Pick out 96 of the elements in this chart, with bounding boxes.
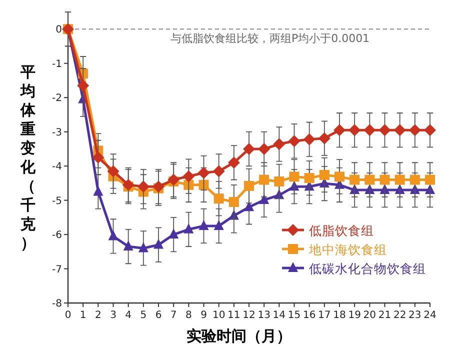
point xyxy=(259,194,270,204)
point xyxy=(380,184,390,194)
y-tick-label: 0 xyxy=(56,24,62,36)
point xyxy=(274,176,284,186)
x-tick-label: 6 xyxy=(155,310,162,321)
x-tick-label: 7 xyxy=(170,310,177,321)
x-tick-label: 17 xyxy=(318,310,331,321)
y-tick-label: -6 xyxy=(52,230,62,242)
legend-label: 低碳水化合物饮食组 xyxy=(309,261,426,276)
annotation: 与低脂饮食组比较，两组P均小于0.0001 xyxy=(170,32,370,45)
x-tick-label: 13 xyxy=(258,310,270,321)
point xyxy=(152,180,164,193)
x-tick-label: 3 xyxy=(110,310,116,321)
legend-低碳水化合物饮食组: 低碳水化合物饮食组 xyxy=(282,261,426,276)
point xyxy=(154,238,164,249)
y-tick-label: -3 xyxy=(52,127,62,138)
point xyxy=(214,194,224,204)
x-tick-label: 18 xyxy=(333,310,346,321)
x-tick-label: 15 xyxy=(288,310,301,321)
point xyxy=(212,165,225,178)
x-tick-label: 12 xyxy=(242,310,256,321)
point xyxy=(410,174,420,185)
point xyxy=(123,240,134,251)
x-tick-label: 0 xyxy=(64,310,72,321)
y-tick-label: -5 xyxy=(52,196,62,207)
legend-label: 低脂饮食组 xyxy=(309,223,374,238)
x-tick-label: 21 xyxy=(378,310,392,321)
x-tick-label: 5 xyxy=(140,310,147,321)
x-tick-label: 20 xyxy=(363,310,376,321)
point xyxy=(228,197,239,208)
point xyxy=(394,174,405,185)
point xyxy=(184,223,194,234)
point xyxy=(168,228,179,239)
point xyxy=(244,180,254,191)
point xyxy=(348,124,361,136)
x-tick-label: 8 xyxy=(185,310,192,321)
point xyxy=(334,124,346,136)
point xyxy=(408,124,421,136)
point xyxy=(108,230,118,240)
x-tick-label: 2 xyxy=(94,310,102,321)
y-tick-label: -8 xyxy=(52,298,62,310)
point xyxy=(289,180,300,191)
x-tick-label: 16 xyxy=(302,310,316,321)
x-tick-label: 11 xyxy=(228,310,240,321)
point xyxy=(122,178,134,191)
point xyxy=(303,133,316,146)
point xyxy=(228,156,240,169)
point xyxy=(77,80,90,92)
point xyxy=(334,172,344,182)
x-tick-label: 10 xyxy=(212,310,226,321)
text: 平均体重变化（千克） xyxy=(20,63,36,252)
legend-label: 地中海饮食组 xyxy=(308,242,387,257)
y-tick-label: -7 xyxy=(52,264,62,276)
point xyxy=(273,138,286,150)
point xyxy=(318,132,330,144)
point xyxy=(198,180,209,190)
legend-地中海饮食组: 地中海饮食组 xyxy=(282,242,387,257)
point xyxy=(244,201,254,212)
x-tick-label: 19 xyxy=(348,310,361,321)
point xyxy=(378,124,391,136)
x-tick-label: 22 xyxy=(393,310,406,321)
x-tick-label: 23 xyxy=(408,310,422,321)
x-axis-title: 实验时间（月） xyxy=(186,327,292,345)
point xyxy=(319,170,330,180)
point xyxy=(394,124,406,136)
point xyxy=(258,142,270,155)
point xyxy=(92,152,104,164)
x-tick-label: 9 xyxy=(200,310,207,321)
x-tick-label: 1 xyxy=(80,310,86,321)
point xyxy=(259,174,270,185)
point xyxy=(137,180,150,193)
point xyxy=(93,186,104,196)
point xyxy=(138,242,148,252)
point xyxy=(289,172,300,182)
x-tick-label: 14 xyxy=(272,310,286,321)
point xyxy=(364,174,375,185)
point xyxy=(198,166,210,179)
point xyxy=(364,124,376,136)
point xyxy=(304,173,314,184)
point xyxy=(425,174,435,185)
point xyxy=(243,142,255,155)
point xyxy=(198,220,209,230)
y-tick-label: -4 xyxy=(52,162,62,173)
y-tick-label: -2 xyxy=(52,93,62,104)
point xyxy=(350,174,360,185)
point xyxy=(214,220,224,230)
point xyxy=(168,174,180,186)
point xyxy=(424,124,436,136)
x-tick-label: 4 xyxy=(125,310,132,321)
legend-低脂饮食组: 低脂饮食组 xyxy=(282,223,374,238)
point xyxy=(182,170,195,182)
x-tick-label: 24 xyxy=(424,310,436,321)
point xyxy=(107,165,120,178)
point xyxy=(288,135,300,148)
point xyxy=(380,174,390,185)
y-tick-label: -1 xyxy=(52,58,62,70)
